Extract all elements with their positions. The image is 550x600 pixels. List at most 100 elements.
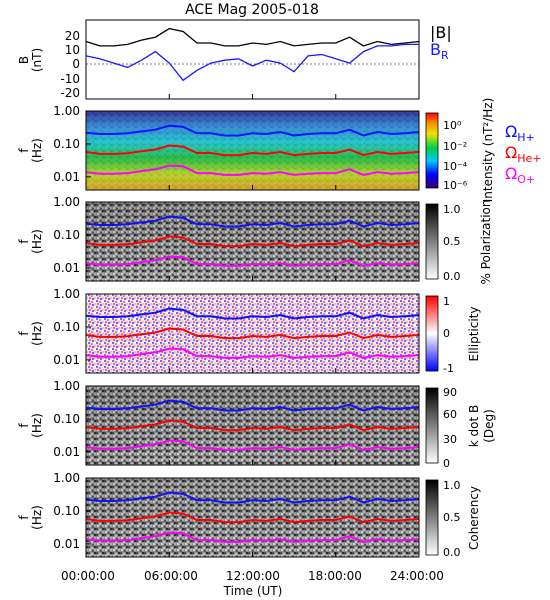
polarization-ylabel: f	[17, 239, 31, 244]
legend-omega-O: ΩO+	[505, 164, 535, 186]
x-tick-label: 12:00:00	[226, 569, 280, 583]
polarization-ylabel-group: f (Hz)	[17, 229, 44, 254]
colorbar-coherency	[425, 479, 439, 556]
coherency-ytick-label: 0.10	[53, 504, 80, 518]
x-tick-label: 06:00:00	[144, 569, 198, 583]
series-line-B-total	[85, 27, 420, 47]
intensity-ytick-label: 0.01	[53, 170, 80, 184]
kdotb-ytick-label: 0.01	[53, 445, 80, 459]
cb-label: % Polarization	[479, 200, 493, 285]
kdotb-ylabel-unit: (Hz)	[30, 413, 44, 438]
ellipticity-background	[86, 294, 419, 373]
field-ytick: -10	[60, 72, 80, 86]
polarization-shade	[86, 202, 419, 281]
coherency-ytick-label: 0.01	[53, 537, 80, 551]
intensity-ylabel-group: f (Hz)	[17, 138, 44, 163]
kdotb-shade	[86, 386, 419, 465]
field-series	[85, 27, 420, 82]
ellipticity-curve-He-plus	[85, 327, 420, 340]
intensity-curve-He-plus	[85, 144, 420, 157]
intensity-ylabel: f	[17, 148, 31, 153]
cb-label-unit: (Deg)	[482, 409, 496, 443]
polarization-ytick-label: 1.00	[53, 195, 80, 209]
cb-tick: 0.0	[443, 270, 461, 283]
coherency-shade	[86, 478, 419, 557]
ellipticity-ytick-label: 1.00	[53, 287, 80, 301]
x-axis-label: Time (UT)	[223, 584, 283, 598]
cb-tick: 0.0	[443, 546, 461, 559]
cb-tick: -1	[443, 362, 454, 375]
polarization-curve-O-plus	[85, 255, 420, 267]
coherency-curve-H-plus	[85, 491, 420, 504]
cb-tick: 60	[443, 408, 457, 421]
frequency-axes: 1.000.100.01f (Hz)1.000.100.01f (Hz)1.000.…	[17, 94, 420, 558]
kdotb-ytick-label: 0.10	[53, 412, 80, 426]
intensity-colorbar: 10⁰ 10⁻² 10⁻⁴ 10⁻⁶ Intensity (nT²/Hz) ΩH…	[425, 98, 542, 202]
ellipticity-colorbar: 1 0 -1 Ellipticity	[425, 295, 481, 375]
cb-tick: 1	[443, 295, 450, 308]
polarization-colorbar: 1.0 0.5 0.0 % Polarization	[425, 200, 493, 285]
legend-omega-He: ΩHe+	[505, 143, 542, 165]
field-ylabel-unit: (nT)	[30, 48, 44, 72]
cb-tick: 10⁰	[443, 119, 462, 132]
cb-label: k dot B	[467, 405, 481, 447]
ellipticity-ylabel: f	[17, 331, 31, 336]
coherency-curve-He-plus	[85, 511, 420, 524]
x-axis: 00:00:00 06:00:00 12:00:00 18:00:00 24:0…	[61, 569, 444, 598]
cb-tick: 0.5	[443, 235, 461, 248]
kdotb-panel	[86, 386, 419, 465]
legend-omega-He-symbol: Ω	[505, 143, 517, 162]
field-ytick: 20	[65, 29, 80, 43]
gyrofrequency-curves	[85, 124, 420, 543]
polarization-curve-He-plus	[85, 235, 420, 248]
kdotb-curve-H-plus	[85, 399, 420, 412]
field-ytick: -20	[60, 86, 80, 100]
ellipticity-ytick-label: 0.01	[53, 353, 80, 367]
polarization-ylabel-unit: (Hz)	[30, 229, 44, 254]
polarization-panel	[86, 202, 419, 281]
cb-label: Coherency	[467, 486, 481, 550]
ellipticity-curve-O-plus	[85, 347, 420, 359]
x-tick-label: 24:00:00	[390, 569, 444, 583]
intensity-ytick-label: 1.00	[53, 104, 80, 118]
coherency-colorbar: 1.0 0.5 0.0 Coherency	[425, 479, 481, 559]
kdotb-curve-O-plus	[85, 439, 420, 451]
field-panel: 20 10 0 -10 -20 B (nT) |B| BR	[17, 19, 452, 100]
legend-B-total: |B|	[430, 23, 452, 42]
coherency-curve-O-plus	[85, 531, 420, 543]
cb-tick: 10⁻²	[443, 140, 467, 153]
kdotb-colorbar: 90 60 30 0 k dot B (Deg)	[425, 386, 496, 470]
colorbar-polarization	[425, 203, 439, 280]
intensity-ytick-label: 0.10	[53, 137, 80, 151]
field-ytick: 0	[72, 57, 80, 71]
cb-tick: 10⁻⁴	[443, 160, 468, 173]
legend-B-R-main: B	[430, 40, 441, 59]
legend-omega-H: ΩH+	[505, 122, 535, 144]
ellipticity-panel	[86, 294, 419, 373]
intensity-curve-H-plus	[85, 124, 420, 137]
cb-tick: 90	[443, 386, 457, 399]
kdotb-curve-He-plus	[85, 419, 420, 432]
field-ylabel: B	[17, 56, 31, 64]
cb-label: Ellipticity	[467, 307, 481, 362]
x-tick-label: 18:00:00	[308, 569, 362, 583]
ellipticity-ytick-label: 0.10	[53, 320, 80, 334]
polarization-curve-H-plus	[85, 215, 420, 228]
kdotb-ylabel: f	[17, 423, 31, 428]
coherency-ylabel-group: f (Hz)	[17, 505, 44, 530]
polarization-ytick-label: 0.10	[53, 228, 80, 242]
field-ytick: 10	[65, 43, 80, 57]
cb-tick: 1.0	[443, 479, 461, 492]
intensity-banding	[86, 111, 419, 190]
legend-omega-O-sub: O+	[517, 173, 535, 186]
cb-tick: 10⁻⁶	[443, 179, 468, 192]
cb-tick: 1.0	[443, 203, 461, 216]
cb-tick: 0.5	[443, 511, 461, 524]
legend-B-R-sub: R	[441, 49, 449, 62]
colorbar-kdotb	[425, 387, 439, 464]
ellipticity-ylabel-unit: (Hz)	[30, 321, 44, 346]
intensity-panel	[86, 111, 419, 190]
kdotb-ytick-label: 1.00	[53, 379, 80, 393]
field-panel-frame	[85, 19, 420, 100]
